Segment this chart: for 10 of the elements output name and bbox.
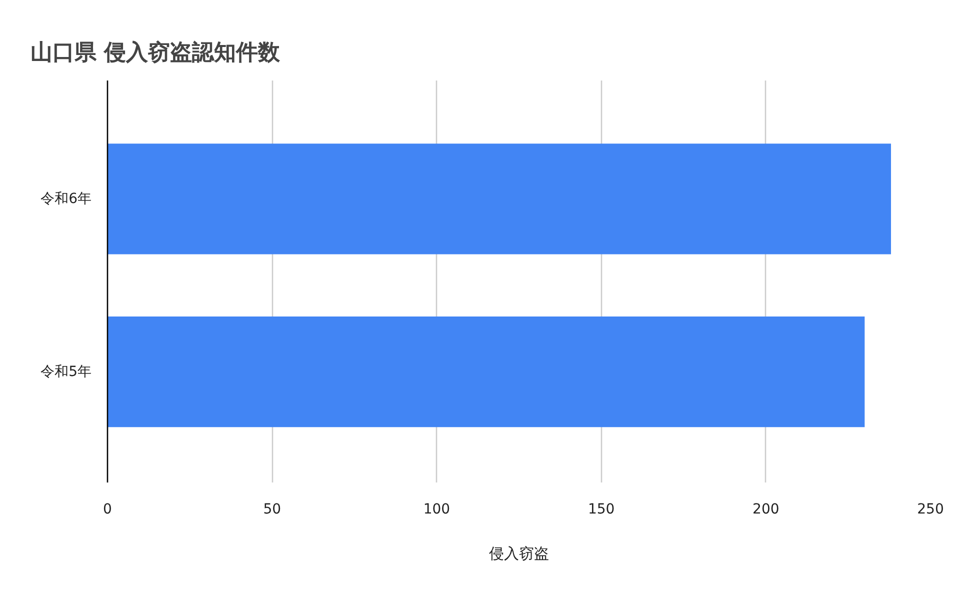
x-axis-title: 侵入窃盗 (489, 544, 549, 562)
chart-title: 山口県 侵入窃盗認知件数 (30, 40, 282, 66)
x-tick-label: 50 (263, 502, 282, 518)
x-tick-label: 0 (103, 502, 112, 518)
y-tick-label: 令和5年 (40, 364, 92, 380)
x-tick-label: 200 (752, 502, 780, 518)
x-tick-label: 100 (423, 502, 450, 518)
y-tick-label: 令和6年 (40, 190, 92, 207)
x-tick-label: 150 (588, 502, 615, 518)
x-tick-label: 250 (917, 502, 944, 518)
